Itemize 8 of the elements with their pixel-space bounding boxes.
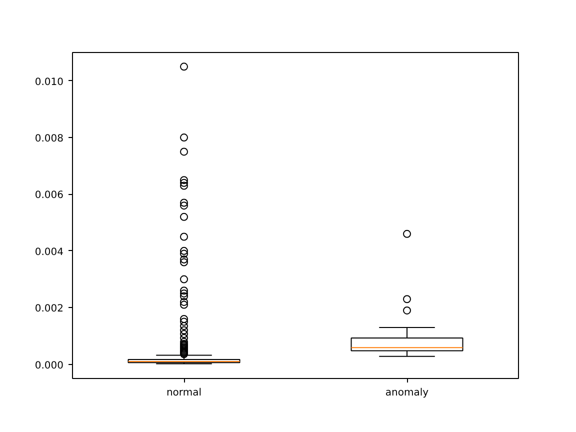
y-tick-label: 0.010 xyxy=(34,76,64,88)
y-tick-label: 0.000 xyxy=(34,360,64,372)
x-tick-label: anomaly xyxy=(385,388,429,398)
x-tick-label: normal xyxy=(166,388,202,398)
y-tick-label: 0.004 xyxy=(34,246,64,258)
y-tick-label: 0.002 xyxy=(34,304,64,315)
y-tick-label: 0.006 xyxy=(34,190,64,202)
y-tick-label: 0.008 xyxy=(34,134,64,145)
